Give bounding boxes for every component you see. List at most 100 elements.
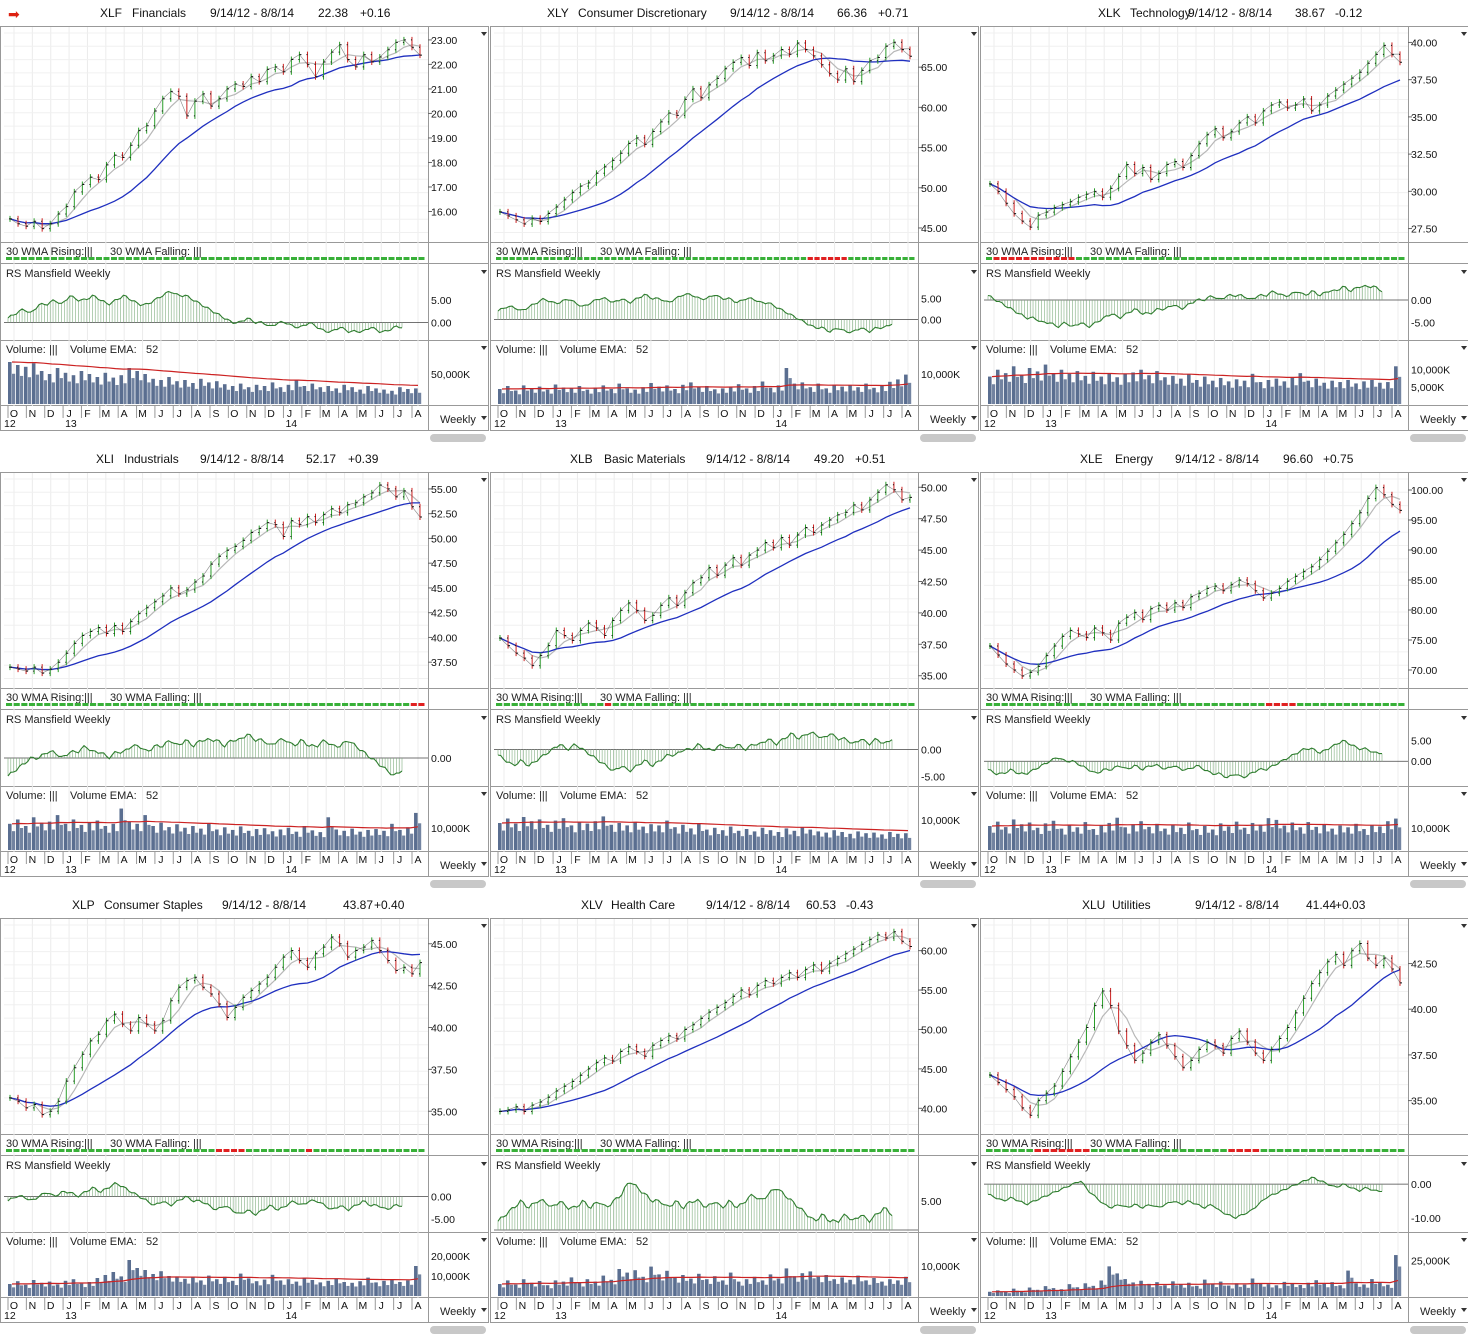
chevron-down-icon[interactable] [481,346,487,350]
horizontal-scrollbar[interactable] [430,434,486,442]
chevron-down-icon[interactable] [481,924,487,928]
chevron-down-icon[interactable] [481,862,487,866]
volume-bar [1326,831,1329,850]
volume-bar [151,379,155,404]
chevron-down-icon[interactable] [971,416,977,420]
chevron-down-icon[interactable] [1461,924,1467,928]
wma-falling-label: 30 WMA Falling: [110,692,190,704]
chevron-down-icon[interactable] [1461,346,1467,350]
volume-bar [1302,382,1305,404]
volume-bar [108,1281,111,1296]
month-label: J [869,1300,874,1312]
chevron-down-icon[interactable] [1461,862,1467,866]
chevron-down-icon[interactable] [971,792,977,796]
volume-bar [263,386,267,404]
chevron-down-icon[interactable] [1461,792,1467,796]
chevron-down-icon[interactable] [481,1238,487,1242]
year-label: 12 [984,864,996,876]
chevron-down-icon[interactable] [481,270,487,274]
horizontal-scrollbar[interactable] [920,434,976,442]
volume-bar [44,830,47,850]
wma-direction-mark [1110,703,1116,706]
wma-direction-mark [1134,703,1140,706]
wma-direction-mark [667,1149,673,1152]
volume-ema-value: 52 [146,344,158,356]
volume-bar [1119,827,1122,850]
wma-direction-mark [846,1149,852,1152]
chevron-down-icon[interactable] [481,1308,487,1312]
chevron-down-icon[interactable] [971,1162,977,1166]
price-bar [700,575,703,586]
volume-bar [1306,822,1310,850]
chevron-down-icon[interactable] [481,792,487,796]
horizontal-scrollbar[interactable] [430,1326,486,1334]
wma-direction-mark [885,1149,891,1152]
volume-bar [28,1288,31,1296]
chevron-down-icon[interactable] [1461,416,1467,420]
chevron-down-icon[interactable] [971,924,977,928]
month-label: J [177,1300,182,1312]
volume-bar [1211,829,1215,850]
chevron-down-icon[interactable] [1461,270,1467,274]
wma-direction-mark [396,257,402,260]
chevron-down-icon[interactable] [481,716,487,720]
chevron-down-icon[interactable] [971,346,977,350]
price-bar [419,504,422,520]
horizontal-scrollbar[interactable] [920,880,976,888]
chevron-down-icon[interactable] [971,862,977,866]
volume-bar [729,827,733,850]
chevron-down-icon[interactable] [1461,1238,1467,1242]
chevron-down-icon[interactable] [971,1238,977,1242]
horizontal-scrollbar[interactable] [920,1326,976,1334]
chevron-down-icon[interactable] [1461,32,1467,36]
price-bar-ticks [1142,1053,1145,1060]
volume-bar [526,826,529,850]
volume-bar [1155,824,1159,850]
wma-direction-mark [166,703,172,706]
wma-direction-mark [550,703,556,706]
wma-direction-mark [6,257,12,260]
price-bar [298,52,301,63]
chevron-down-icon[interactable] [971,1308,977,1312]
chevron-down-icon[interactable] [481,32,487,36]
chevron-down-icon[interactable] [481,416,487,420]
chevron-down-icon[interactable] [481,478,487,482]
horizontal-scrollbar[interactable] [1410,434,1466,442]
volume-bar [135,371,139,404]
horizontal-scrollbar[interactable] [1410,880,1466,888]
wma-direction-mark [902,257,907,260]
price-bar-ticks [555,1091,558,1097]
chevron-down-icon[interactable] [971,478,977,482]
month-label: F [574,1300,580,1312]
chevron-down-icon[interactable] [1461,1162,1467,1166]
chevron-down-icon[interactable] [971,716,977,720]
volume-bar [785,828,789,850]
horizontal-scrollbar[interactable] [430,880,486,888]
chevron-down-icon[interactable] [971,32,977,36]
wma-direction-mark [753,703,759,706]
chevron-down-icon[interactable] [1461,478,1467,482]
chevron-down-icon[interactable] [481,1162,487,1166]
volume-bar [398,830,402,850]
price-bar [1021,667,1024,679]
volume-bar [1394,366,1398,404]
price-bar [411,488,414,510]
volume-bar [1370,380,1374,404]
price-bar-ticks [1319,105,1322,111]
chevron-down-icon[interactable] [971,270,977,274]
chevron-down-icon[interactable] [1461,716,1467,720]
volume-bar [167,827,171,850]
chevron-down-icon[interactable] [1461,1308,1467,1312]
month-label: M [359,408,368,420]
volume-bar [163,387,166,404]
